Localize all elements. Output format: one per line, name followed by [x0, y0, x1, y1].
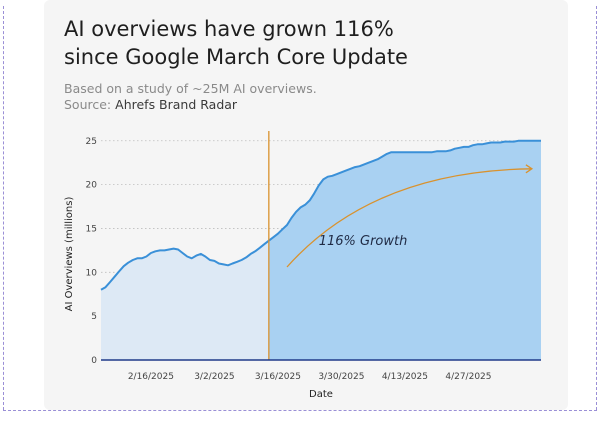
y-tick-label: 25	[86, 137, 97, 147]
growth-arrow-head	[525, 164, 534, 174]
chart-source: Source: Ahrefs Brand Radar	[64, 97, 237, 113]
source-label: Source:	[64, 97, 112, 112]
area-fill-post-update	[268, 140, 541, 360]
x-tick-label: 4/13/2025	[382, 372, 428, 382]
x-tick-label: 3/16/2025	[255, 372, 301, 382]
y-tick-label: 15	[86, 224, 97, 234]
chart-title: AI overviews have grown 116% since Googl…	[64, 15, 564, 71]
x-axis-title: Date	[309, 389, 333, 400]
x-tick-label: 3/30/2025	[318, 372, 364, 382]
x-tick-label: 3/2/2025	[194, 372, 234, 382]
frame-dashed-bottom	[3, 410, 597, 411]
y-axis-title: AI Overviews (millions)	[64, 197, 75, 312]
growth-arrow	[286, 168, 532, 268]
series-line	[100, 139, 541, 291]
chart-title-line2: since Google March Core Update	[64, 45, 408, 69]
x-tick-labels: 2/16/2025 3/2/2025 3/16/2025 3/30/2025 4/13/…	[128, 372, 492, 382]
chart-title-line1: AI overviews have grown 116%	[64, 17, 394, 41]
y-tick-label: 5	[91, 312, 97, 322]
chart-subtitle: Based on a study of ~25M AI overviews.	[64, 81, 317, 96]
source-name: Ahrefs Brand Radar	[115, 97, 238, 112]
frame-dashed-left	[3, 6, 4, 410]
x-tick-label: 2/16/2025	[128, 372, 174, 382]
y-tick-label: 10	[86, 268, 98, 278]
y-tick-label: 0	[91, 356, 97, 366]
x-tick-label: 4/27/2025	[445, 372, 491, 382]
frame-dashed-right	[596, 6, 597, 410]
y-tick-label: 20	[86, 181, 98, 191]
growth-annotation: 116% Growth	[319, 234, 408, 249]
y-tick-labels: 0 5 10 15 20 25	[86, 137, 98, 366]
area-fill-pre-update	[101, 240, 269, 360]
